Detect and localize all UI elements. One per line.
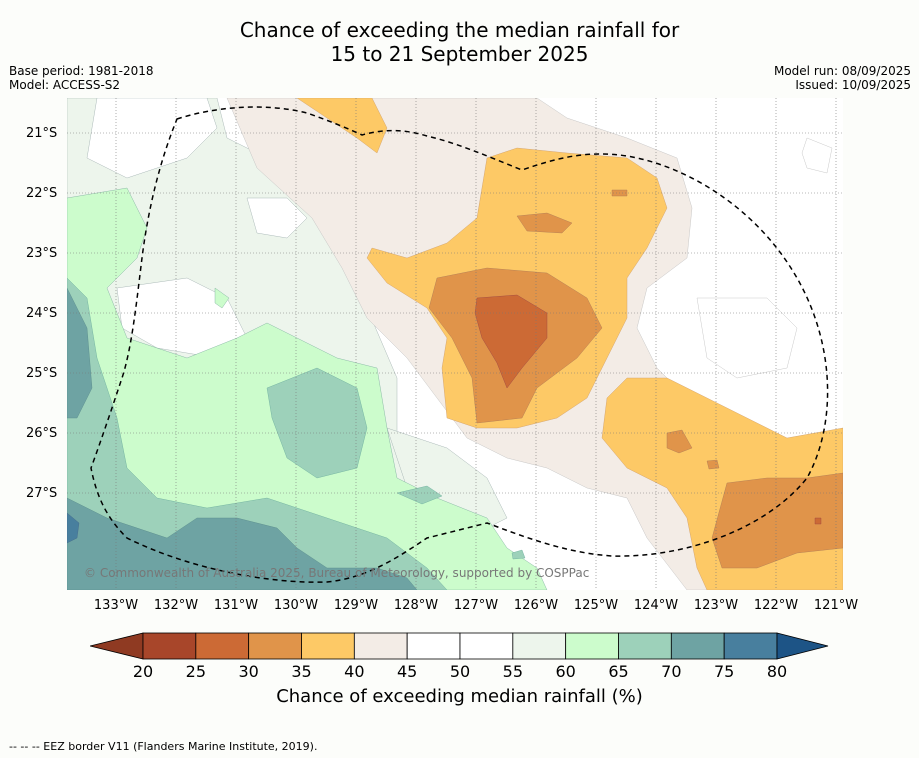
lat-label-25s: 25°S [26, 366, 58, 381]
colorbar-tick-label: 30 [238, 662, 259, 681]
footer-note: -- -- -- EEZ border V11 (Flanders Marine… [9, 740, 318, 753]
lon-label-129w: 129°W [333, 598, 379, 613]
graticule [67, 98, 843, 590]
region-65-70 [67, 277, 448, 590]
colorbar-cell [142, 632, 197, 660]
colorbar-cell [618, 632, 672, 660]
lat-label-24s: 24°S [26, 306, 58, 321]
region-30-35 [516, 212, 573, 234]
lon-label-130w: 130°W [273, 598, 319, 613]
issued-text: Issued: 10/09/2025 [795, 78, 911, 92]
region-25-30 [474, 294, 548, 389]
lon-label-128w: 128°W [393, 598, 439, 613]
colorbar-tick-label: 70 [661, 662, 682, 681]
colorbar-tick-label: 35 [291, 662, 312, 681]
colorbar-cell [301, 632, 355, 660]
region-60-65 [214, 287, 230, 309]
region-65-70 [266, 367, 368, 479]
meta-left: Base period: 1981-2018 Model: ACCESS-S2 [9, 64, 154, 92]
lon-label-126w: 126°W [513, 598, 559, 613]
colorbar-cell [512, 632, 567, 660]
lat-label-22s: 22°S [26, 186, 58, 201]
colorbar-tick-label: 60 [555, 662, 576, 681]
lon-label-124w: 124°W [633, 598, 679, 613]
lat-label-27s: 27°S [26, 486, 58, 501]
colorbar-title: Chance of exceeding median rainfall (%) [276, 686, 643, 707]
region-30-35 [711, 472, 843, 569]
colorbar-tick-label: 40 [344, 662, 365, 681]
lon-label-122w: 122°W [753, 598, 799, 613]
colorbar-cell [353, 632, 408, 660]
lon-label-131w: 131°W [213, 598, 259, 613]
colorbar-tick-label: 80 [766, 662, 788, 681]
colorbar-tick-label: 45 [396, 662, 418, 681]
colorbar-tick-label: 20 [132, 662, 154, 681]
colorbar-cells [142, 632, 778, 660]
colorbar-under-arrow [90, 632, 144, 660]
rainfall-map [67, 98, 843, 590]
colorbar-cell [565, 632, 619, 660]
colorbar-cell [195, 632, 250, 660]
region-65-70 [511, 549, 526, 560]
lon-label-121w: 121°W [813, 598, 859, 613]
map-panel [67, 98, 843, 590]
region-65-70 [396, 485, 443, 505]
map-title: Chance of exceeding the median rainfall … [0, 18, 919, 66]
region-45-55 [86, 98, 218, 179]
colorbar-cell [670, 632, 725, 660]
region-45-55 [246, 197, 308, 239]
region-30-35 [706, 459, 720, 470]
region-70-75 [67, 497, 418, 590]
lon-label-132w: 132°W [153, 598, 199, 613]
eez-border [90, 106, 829, 583]
region-75-80 [67, 512, 80, 544]
title-line-2: 15 to 21 September 2025 [330, 42, 589, 66]
lon-label-127w: 127°W [453, 598, 499, 613]
colorbar-cell [406, 632, 461, 660]
lon-label-125w: 125°W [573, 598, 619, 613]
lat-label-23s: 23°S [26, 246, 58, 261]
colorbar-cell [459, 632, 514, 660]
lat-label-21s: 21°S [26, 126, 58, 141]
title-line-1: Chance of exceeding the median rainfall … [239, 18, 680, 42]
colorbar-tick-label: 65 [608, 662, 629, 681]
region-30-35 [666, 429, 693, 454]
lat-label-26s: 26°S [26, 426, 58, 441]
colorbar-over-arrow [776, 632, 829, 660]
meta-right: Model run: 08/09/2025 Issued: 10/09/2025 [774, 64, 911, 92]
colorbar-tick-label: 25 [185, 662, 206, 681]
base-period-text: Base period: 1981-2018 [9, 64, 154, 78]
colorbar-tick-label: 75 [713, 662, 735, 681]
region-45-55 [696, 297, 798, 379]
copyright-text: © Commonwealth of Australia 2025, Bureau… [84, 566, 590, 580]
colorbar-cell [723, 632, 778, 660]
lon-label-123w: 123°W [693, 598, 739, 613]
region-35-40 [296, 98, 388, 154]
model-text: Model: ACCESS-S2 [9, 78, 121, 92]
region-25-30 [814, 517, 822, 525]
region-70-75 [67, 287, 93, 419]
colorbar-tick-label: 50 [449, 662, 471, 681]
colorbar-tick-label: 55 [502, 662, 523, 681]
colorbar-cell [248, 632, 302, 660]
region-45-55 [801, 137, 833, 174]
lon-label-133w: 133°W [93, 598, 139, 613]
colorbar [90, 632, 829, 660]
model-run-text: Model run: 08/09/2025 [773, 64, 911, 78]
